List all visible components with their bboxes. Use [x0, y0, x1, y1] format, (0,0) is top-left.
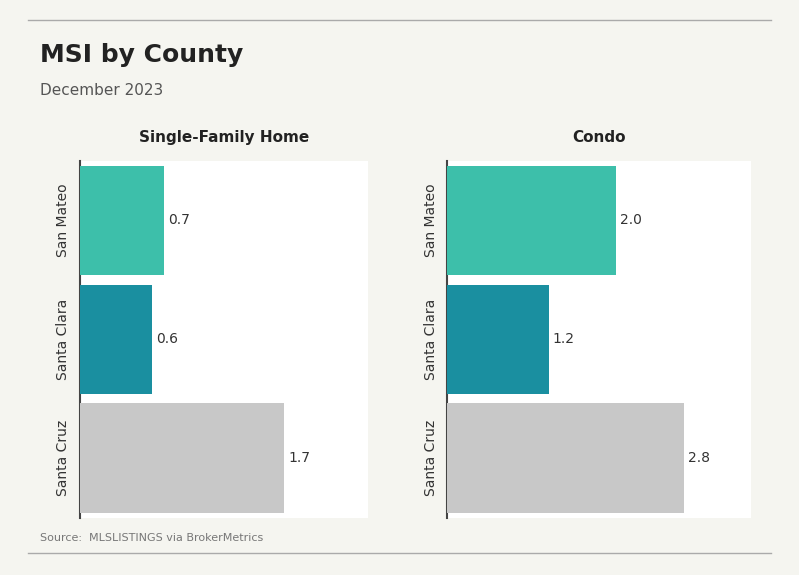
- Title: Condo: Condo: [573, 129, 626, 144]
- Text: December 2023: December 2023: [40, 83, 163, 98]
- Bar: [447, 285, 549, 394]
- Bar: [80, 404, 284, 513]
- Text: Source:  MLSLISTINGS via BrokerMetrics: Source: MLSLISTINGS via BrokerMetrics: [40, 534, 263, 543]
- Text: 2.0: 2.0: [620, 213, 642, 228]
- Bar: [80, 166, 164, 275]
- Bar: [447, 404, 684, 513]
- Text: 1.7: 1.7: [288, 451, 311, 465]
- Title: Single-Family Home: Single-Family Home: [138, 129, 309, 144]
- Bar: [447, 166, 616, 275]
- Text: 0.7: 0.7: [169, 213, 190, 228]
- Text: 2.8: 2.8: [688, 451, 710, 465]
- Text: MSI by County: MSI by County: [40, 43, 243, 67]
- Bar: [80, 285, 152, 394]
- Text: 0.6: 0.6: [157, 332, 179, 346]
- Text: 1.2: 1.2: [553, 332, 574, 346]
